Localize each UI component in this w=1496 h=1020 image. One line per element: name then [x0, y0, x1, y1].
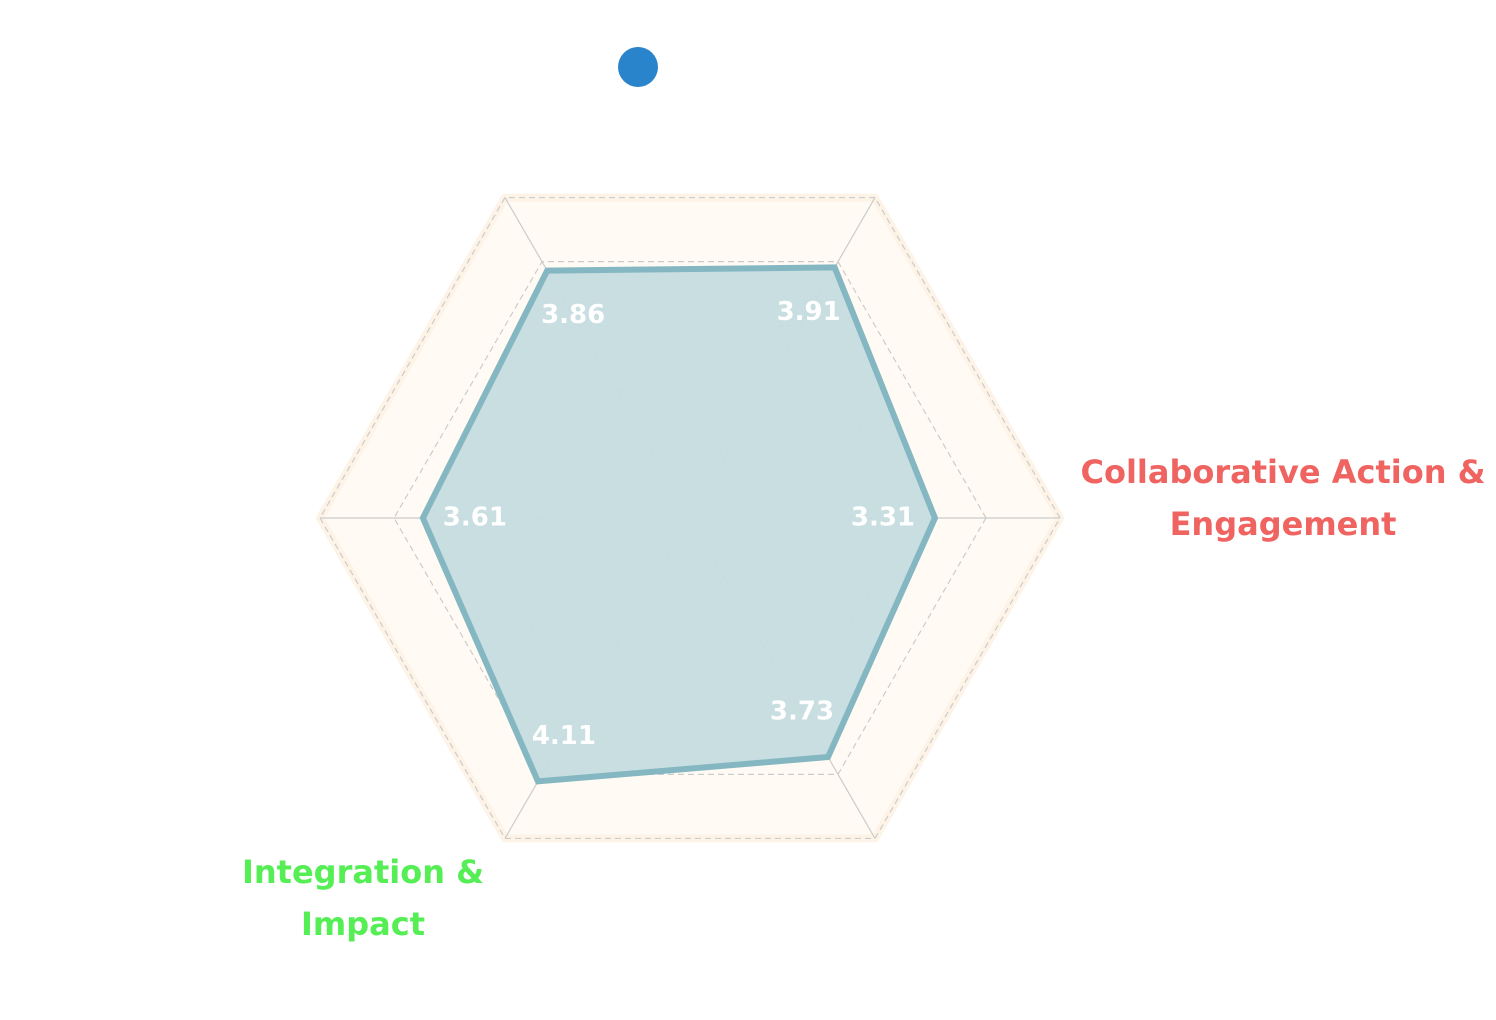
series-area: [419, 264, 939, 785]
value-label: 3.61: [443, 503, 507, 533]
axis-label: Integration & Impact: [241, 853, 485, 943]
value-label: 3.86: [541, 300, 605, 330]
legend-marker: [618, 47, 658, 87]
value-label: 3.91: [777, 297, 841, 327]
value-label: 3.31: [851, 503, 915, 533]
value-label: 3.73: [770, 697, 834, 727]
value-label: 4.11: [532, 721, 596, 751]
axis-label: Collaborative Action & Engagement: [1080, 453, 1486, 543]
